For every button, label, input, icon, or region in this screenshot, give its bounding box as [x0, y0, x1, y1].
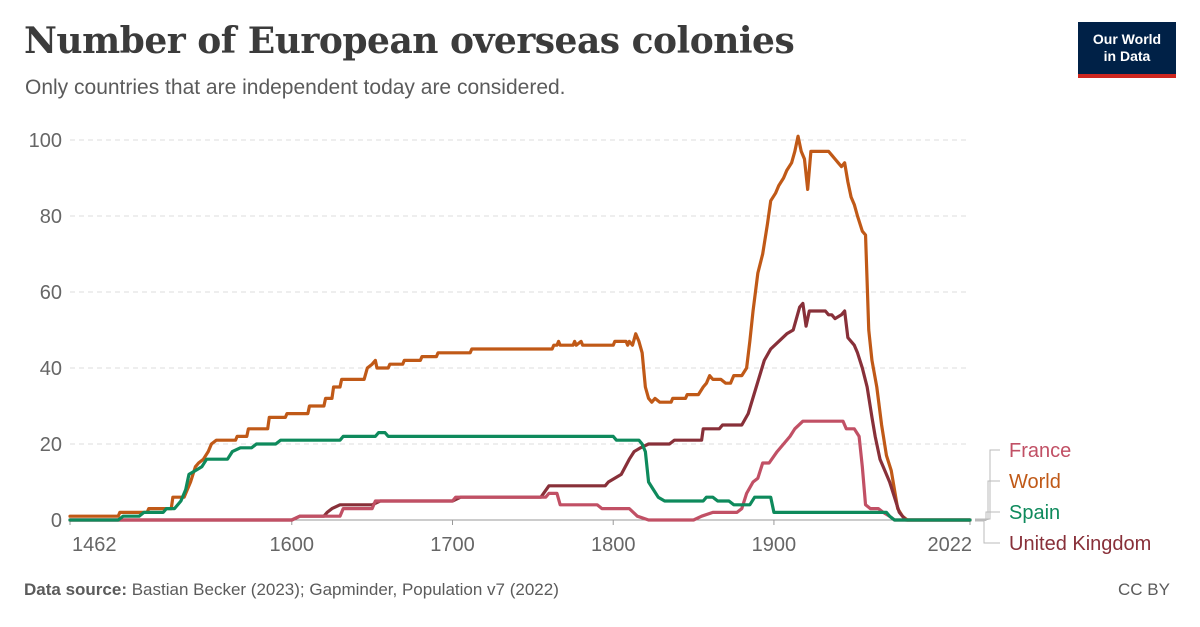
x-tick-label-1900: 1900 [752, 534, 797, 556]
x-tick-label-1462: 1462 [72, 534, 117, 556]
y-tick-label-100: 100 [29, 130, 62, 152]
series-line-world [68, 134, 972, 522]
y-tick-label-40: 40 [40, 358, 62, 380]
chart-subtitle: Only countries that are independent toda… [25, 76, 566, 99]
logo-line-2: in Data [1103, 48, 1151, 64]
y-tick-label-80: 80 [40, 206, 62, 228]
series-line-spain [68, 431, 972, 522]
y-tick-label-20: 20 [40, 434, 62, 456]
license-label[interactable]: CC BY [1118, 580, 1170, 599]
data-source-label: Data source: [24, 580, 127, 599]
logo-line-1: Our World [1092, 31, 1162, 47]
y-tick-label-60: 60 [40, 282, 62, 304]
end-label-united-kingdom: United Kingdom [1009, 533, 1151, 555]
end-label-connector-united-kingdom [975, 520, 1000, 544]
end-label-world: World [1009, 471, 1061, 493]
chart-title: Number of European overseas colonies [24, 20, 795, 62]
end-label-connector-world [975, 480, 1000, 520]
end-label-spain: Spain [1009, 502, 1060, 524]
series-line-france [68, 419, 972, 522]
x-tick-label-1800: 1800 [591, 534, 636, 556]
x-tick-label-1700: 1700 [430, 534, 475, 556]
end-label-france: France [1009, 440, 1071, 462]
data-source-text: Bastian Becker (2023); Gapminder, Popula… [131, 580, 559, 599]
series-line-united-kingdom [68, 301, 972, 522]
owid-logo[interactable]: Our World in Data [1078, 22, 1176, 78]
x-tick-label-2022: 2022 [928, 534, 973, 556]
x-tick-label-1600: 1600 [270, 534, 315, 556]
y-tick-label-0: 0 [51, 510, 62, 532]
data-source: Data source: Bastian Becker (2023); Gapm… [24, 580, 559, 600]
